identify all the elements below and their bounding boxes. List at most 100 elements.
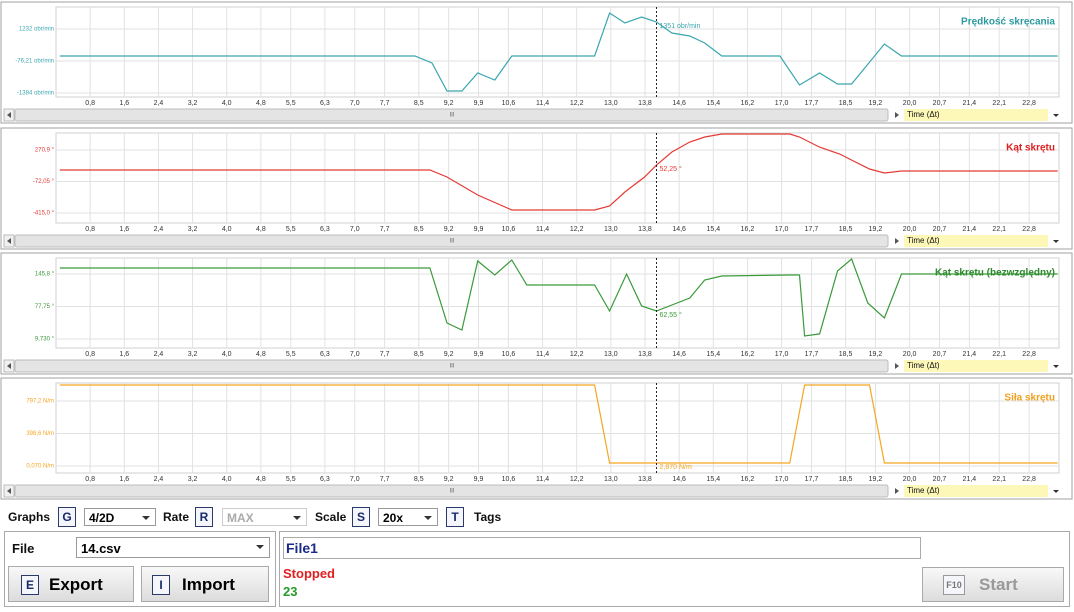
x-tick-label: 8,5 xyxy=(414,476,424,483)
x-tick-label: 6,3 xyxy=(320,351,330,358)
x-tick-label: 4,0 xyxy=(222,100,232,107)
plot-frame xyxy=(55,132,1060,224)
x-tick-label: 2,4 xyxy=(154,100,164,107)
x-tick-label: 6,3 xyxy=(320,226,330,233)
x-tick-label: 18,5 xyxy=(839,100,853,107)
x-tick-label: 14,6 xyxy=(672,351,686,358)
file-label: File xyxy=(12,541,35,556)
x-tick-label: 6,3 xyxy=(320,476,330,483)
series-line xyxy=(59,133,1058,211)
scroll-grip: III xyxy=(449,239,454,245)
x-tick-label: 14,6 xyxy=(672,476,686,483)
x-tick-label: 3,2 xyxy=(188,100,198,107)
x-tick-label: 19,2 xyxy=(869,351,883,358)
x-tick-label: 10,6 xyxy=(502,476,516,483)
x-tick-label: 1,6 xyxy=(119,226,129,233)
y-tick-label: -415,0 ° xyxy=(33,211,55,217)
status-state: Stopped xyxy=(283,566,335,581)
x-tick-label: 9,9 xyxy=(474,100,484,107)
x-tick-label: 14,6 xyxy=(672,226,686,233)
x-tick-label: 20,7 xyxy=(933,476,947,483)
x-tick-label: 17,7 xyxy=(805,226,819,233)
chart-panel: 0,8 1,6 2,4 3,2 4,0 4,8 5,5 6,3 7,0 7,7 8,5 9,2 9,9 1… xyxy=(0,127,1073,250)
export-button[interactable]: E Export xyxy=(8,566,134,602)
start-label: Start xyxy=(979,575,1018,594)
plot-frame xyxy=(55,257,1060,349)
x-tick-label: 18,5 xyxy=(839,476,853,483)
export-label: Export xyxy=(49,575,103,594)
cursor-label: 1351 obr/min xyxy=(660,23,701,30)
y-tick-label: 398,6 N/m xyxy=(26,431,54,437)
x-tick-label: 0,8 xyxy=(85,226,95,233)
x-tick-label: 13,0 xyxy=(604,100,618,107)
y-tick-label: -76,21 obr/min xyxy=(15,59,54,65)
x-tick-label: 22,8 xyxy=(1022,226,1036,233)
x-tick-label: 11,4 xyxy=(536,226,549,233)
y-tick-label: -72,05 ° xyxy=(33,179,55,185)
x-tick-label: 10,6 xyxy=(502,100,516,107)
x-tick-label: 7,0 xyxy=(350,476,360,483)
name-input[interactable]: File1 xyxy=(283,537,921,559)
time-label: Time (Δt) xyxy=(907,361,940,370)
x-tick-label: 15,4 xyxy=(706,226,720,233)
time-dropdown-arrow xyxy=(1053,365,1059,368)
x-tick-label: 0,8 xyxy=(85,351,95,358)
scroll-left-arrow xyxy=(7,112,11,118)
x-tick-label: 22,8 xyxy=(1022,476,1036,483)
x-tick-label: 2,4 xyxy=(154,351,164,358)
x-tick-label: 16,2 xyxy=(741,226,755,233)
x-tick-label: 12,2 xyxy=(570,476,584,483)
x-tick-label: 7,7 xyxy=(380,476,390,483)
scroll-track xyxy=(14,108,889,122)
scroll-grip: III xyxy=(449,113,454,119)
rate-dropdown[interactable]: MAX xyxy=(222,508,307,526)
chart-title: Kąt skrętu (bezwzględny) xyxy=(935,268,1055,279)
chart-panel: 0,8 1,6 2,4 3,2 4,0 4,8 5,5 6,3 7,0 7,7 8,5 9,2 9,9 1… xyxy=(0,377,1073,500)
x-tick-label: 20,0 xyxy=(903,100,917,107)
chart-panel: 0,8 1,6 2,4 3,2 4,0 4,8 5,5 6,3 7,0 7,7 8,5 9,2 9,9 1… xyxy=(0,1,1073,124)
scroll-left-arrow xyxy=(7,238,11,244)
series-line xyxy=(59,384,1058,464)
x-tick-label: 4,0 xyxy=(222,351,232,358)
import-button[interactable]: I Import xyxy=(141,566,269,602)
x-tick-label: 13,0 xyxy=(604,476,618,483)
graphs-dropdown[interactable]: 4/2D xyxy=(84,508,156,526)
x-tick-label: 3,2 xyxy=(188,351,198,358)
x-tick-label: 2,4 xyxy=(154,226,164,233)
scroll-left-arrow xyxy=(7,363,11,369)
status-count: 23 xyxy=(283,584,298,599)
graphs-key[interactable]: G xyxy=(58,507,76,527)
x-tick-label: 20,7 xyxy=(933,351,947,358)
status-panel xyxy=(279,531,1070,607)
y-tick-label: 145,8 ° xyxy=(35,272,55,278)
cursor-label: 62,55 ° xyxy=(660,311,682,319)
x-tick-label: 8,5 xyxy=(414,351,424,358)
file-dropdown[interactable]: 14.csv xyxy=(76,537,270,558)
x-tick-label: 8,5 xyxy=(414,100,424,107)
time-dropdown-arrow xyxy=(1053,240,1059,243)
tags-label: Tags xyxy=(474,510,502,524)
x-tick-label: 15,4 xyxy=(706,351,720,358)
import-key: I xyxy=(152,575,170,595)
scroll-right-arrow xyxy=(895,363,899,369)
time-label: Time (Δt) xyxy=(907,236,940,245)
chart-panel: 0,8 1,6 2,4 3,2 4,0 4,8 5,5 6,3 7,0 7,7 8,5 9,2 9,9 1… xyxy=(0,252,1073,375)
start-button[interactable]: F10 Start xyxy=(922,567,1064,602)
y-tick-label: 1232 obr/min xyxy=(19,27,54,33)
x-tick-label: 9,2 xyxy=(444,100,454,107)
rate-key[interactable]: R xyxy=(195,507,213,527)
file-panel xyxy=(4,531,276,607)
scroll-grip: III xyxy=(449,364,454,370)
x-tick-label: 4,8 xyxy=(256,476,266,483)
scale-dropdown[interactable]: 20x xyxy=(378,508,438,526)
x-tick-label: 13,8 xyxy=(638,476,652,483)
y-tick-label: 797,2 N/m xyxy=(26,399,54,405)
x-tick-label: 10,6 xyxy=(502,226,516,233)
x-tick-label: 4,0 xyxy=(222,476,232,483)
tags-key[interactable]: T xyxy=(446,507,464,527)
time-field xyxy=(904,235,1048,247)
x-tick-label: 22,8 xyxy=(1022,100,1036,107)
panel-frame xyxy=(0,127,1073,250)
scale-key[interactable]: S xyxy=(352,507,370,527)
